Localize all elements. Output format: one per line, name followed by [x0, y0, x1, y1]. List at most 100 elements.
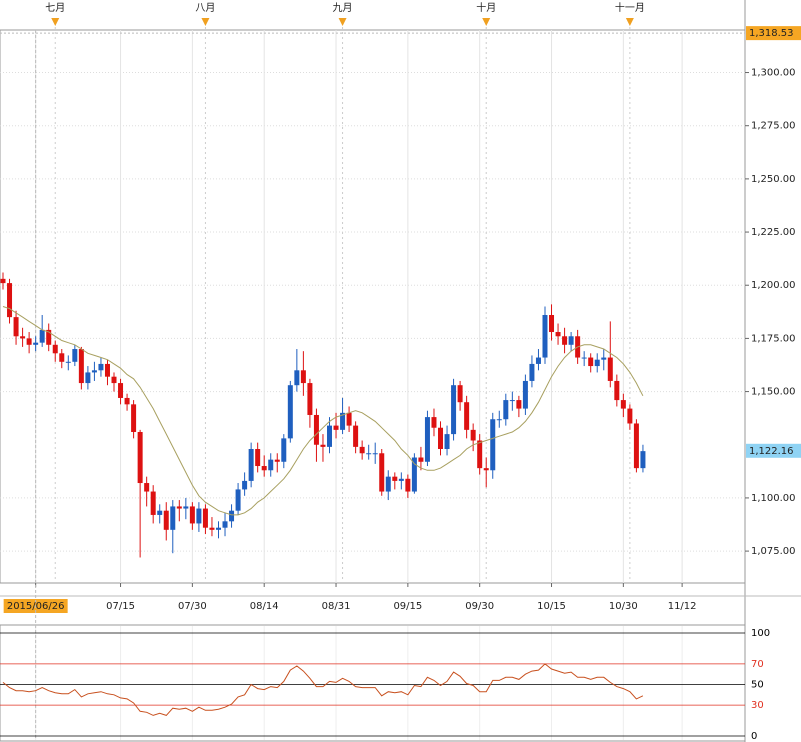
- candle-body: [46, 329, 52, 345]
- month-label: 七月: [45, 2, 65, 14]
- y-tick-label: 1,100.00: [751, 493, 796, 504]
- candle-body: [235, 489, 241, 511]
- candle-body: [300, 370, 306, 384]
- candle-body: [59, 353, 65, 362]
- candle-body: [438, 427, 444, 450]
- y-tick-label: 1,250.00: [751, 174, 796, 185]
- candle-body: [78, 349, 84, 384]
- month-label: 九月: [333, 2, 353, 14]
- candle-body: [222, 521, 228, 528]
- candle-body: [176, 506, 182, 509]
- candle-body: [157, 510, 163, 515]
- candle-body: [503, 400, 509, 420]
- candle-body: [411, 457, 417, 492]
- candle-body: [255, 449, 261, 467]
- candle-body: [209, 527, 215, 530]
- x-tick-label: 11/12: [668, 601, 697, 612]
- candle-body: [268, 459, 274, 471]
- candle-body: [91, 370, 97, 373]
- candle-body: [549, 315, 555, 333]
- x-tick-label: 10/15: [537, 601, 566, 612]
- candle-body: [294, 370, 300, 386]
- month-marker: [338, 18, 347, 26]
- candle-body: [196, 508, 202, 524]
- candle-body: [104, 363, 110, 377]
- candle-body: [470, 429, 476, 441]
- y-tick-label: 100: [751, 628, 770, 639]
- candle-body: [516, 400, 522, 409]
- candle-body: [535, 357, 541, 364]
- candle-body: [359, 446, 365, 454]
- candle-body: [320, 444, 326, 447]
- candle-body: [418, 457, 424, 462]
- candle-body: [607, 357, 613, 381]
- candle-body: [640, 451, 646, 469]
- candle-body: [137, 431, 143, 484]
- y-tick-label: 30: [751, 700, 764, 711]
- plot-frame: [0, 29, 746, 584]
- month-marker: [482, 18, 491, 26]
- candle-body: [594, 359, 600, 367]
- y-tick-label: 1,275.00: [751, 121, 796, 132]
- x-tick-label: 07/15: [106, 601, 135, 612]
- candle-body: [385, 476, 391, 492]
- candle-body: [555, 332, 561, 337]
- candle-body: [65, 361, 71, 363]
- high-label-bg: [746, 26, 801, 41]
- candle-body: [0, 278, 6, 284]
- high-label: 1,318.53: [749, 28, 794, 39]
- candle-body: [562, 336, 568, 345]
- candle-body: [287, 385, 293, 439]
- moving-average: [2, 306, 644, 516]
- month-marker: [625, 18, 634, 26]
- candle-body: [601, 357, 607, 360]
- candle-body: [483, 468, 489, 471]
- candle-body: [307, 383, 313, 415]
- candle-body: [20, 336, 26, 339]
- candle-body: [581, 357, 587, 359]
- y-tick-label: 1,150.00: [751, 387, 796, 398]
- candle-body: [588, 357, 594, 367]
- candle-body: [274, 459, 280, 462]
- candle-body: [124, 397, 130, 405]
- candle-body: [313, 414, 319, 445]
- x-tick-label: 09/30: [465, 601, 494, 612]
- y-tick-label: 1,075.00: [751, 546, 796, 557]
- candle-body: [7, 283, 13, 318]
- candle-body: [183, 506, 189, 509]
- last-price-label: 1,122.16: [749, 446, 794, 457]
- y-tick-label: 1,300.00: [751, 68, 796, 79]
- candle-body: [457, 385, 463, 403]
- candle-body: [477, 440, 483, 469]
- candle-body: [366, 453, 372, 455]
- candle-body: [13, 317, 19, 337]
- month-marker: [201, 18, 210, 26]
- candle-body: [568, 336, 574, 345]
- y-tick-label: 70: [751, 659, 764, 670]
- candle-body: [33, 342, 39, 345]
- candle-body: [424, 417, 430, 462]
- month-label: 十一月: [615, 1, 645, 14]
- candle-body: [261, 466, 267, 471]
- candle-body: [522, 380, 528, 409]
- candle-body: [627, 408, 633, 424]
- x-tick-label: 08/14: [250, 601, 279, 612]
- y-tick-label: 1,175.00: [751, 333, 796, 344]
- candle-body: [405, 478, 411, 492]
- candle-body: [509, 400, 515, 402]
- candle-body: [118, 383, 124, 398]
- candle-body: [98, 363, 104, 371]
- y-tick-label: 1,200.00: [751, 280, 796, 291]
- candle-body: [229, 510, 235, 522]
- candle-body: [379, 453, 385, 492]
- candle-body: [26, 338, 32, 345]
- candle-body: [346, 412, 352, 426]
- month-label: 十月: [476, 1, 496, 14]
- candle-body: [444, 434, 450, 450]
- x-tick-label: 08/31: [322, 601, 351, 612]
- x-tick-label: 07/30: [178, 601, 207, 612]
- candle-body: [39, 329, 45, 343]
- candle-body: [372, 453, 378, 455]
